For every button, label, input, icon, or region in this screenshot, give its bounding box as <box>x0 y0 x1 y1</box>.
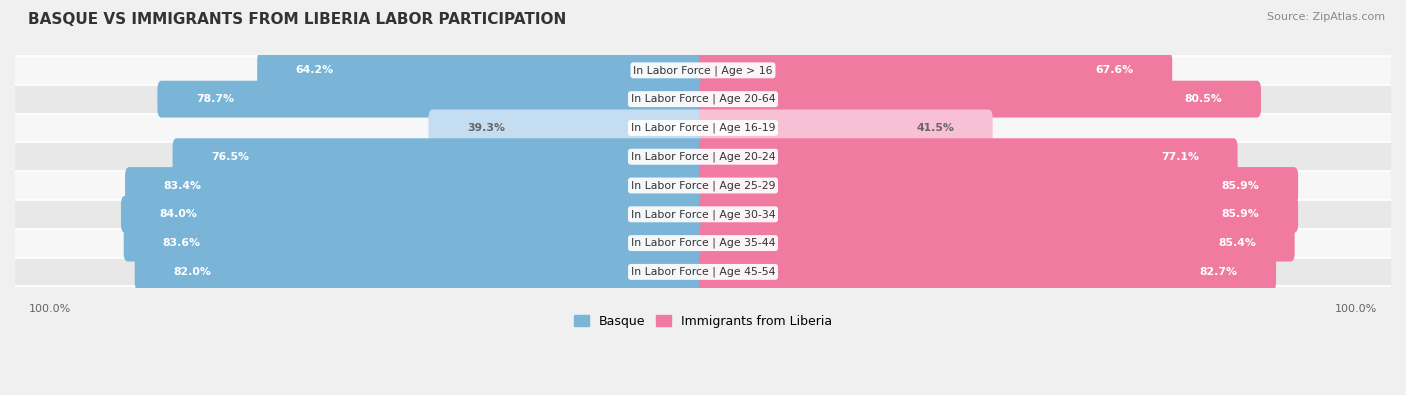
Text: In Labor Force | Age 25-29: In Labor Force | Age 25-29 <box>631 180 775 191</box>
Bar <box>15 142 1391 171</box>
Text: 85.9%: 85.9% <box>1222 209 1260 219</box>
FancyBboxPatch shape <box>125 167 707 204</box>
Text: 67.6%: 67.6% <box>1095 65 1133 75</box>
Text: 85.4%: 85.4% <box>1218 238 1256 248</box>
Text: 39.3%: 39.3% <box>467 123 505 133</box>
Text: 83.4%: 83.4% <box>163 181 201 190</box>
Text: 85.9%: 85.9% <box>1222 181 1260 190</box>
Bar <box>15 171 1391 200</box>
FancyBboxPatch shape <box>429 109 707 147</box>
Bar <box>15 85 1391 113</box>
Text: 80.5%: 80.5% <box>1185 94 1222 104</box>
FancyBboxPatch shape <box>699 109 993 147</box>
Bar <box>15 229 1391 258</box>
Text: Source: ZipAtlas.com: Source: ZipAtlas.com <box>1267 12 1385 22</box>
FancyBboxPatch shape <box>699 52 1173 89</box>
FancyBboxPatch shape <box>257 52 707 89</box>
FancyBboxPatch shape <box>699 254 1277 290</box>
Text: 83.6%: 83.6% <box>162 238 200 248</box>
Bar <box>15 200 1391 229</box>
FancyBboxPatch shape <box>699 81 1261 118</box>
Text: 77.1%: 77.1% <box>1161 152 1199 162</box>
Text: BASQUE VS IMMIGRANTS FROM LIBERIA LABOR PARTICIPATION: BASQUE VS IMMIGRANTS FROM LIBERIA LABOR … <box>28 12 567 27</box>
Text: 78.7%: 78.7% <box>195 94 233 104</box>
Bar <box>15 258 1391 286</box>
FancyBboxPatch shape <box>699 138 1237 175</box>
Text: 41.5%: 41.5% <box>917 123 955 133</box>
FancyBboxPatch shape <box>699 196 1298 233</box>
FancyBboxPatch shape <box>173 138 707 175</box>
Text: In Labor Force | Age 35-44: In Labor Force | Age 35-44 <box>631 238 775 248</box>
Text: In Labor Force | Age > 16: In Labor Force | Age > 16 <box>633 65 773 75</box>
Bar <box>15 56 1391 85</box>
Bar <box>15 113 1391 142</box>
FancyBboxPatch shape <box>699 167 1298 204</box>
Text: 82.0%: 82.0% <box>173 267 211 277</box>
Text: In Labor Force | Age 20-64: In Labor Force | Age 20-64 <box>631 94 775 104</box>
Text: In Labor Force | Age 45-54: In Labor Force | Age 45-54 <box>631 267 775 277</box>
Text: In Labor Force | Age 30-34: In Labor Force | Age 30-34 <box>631 209 775 220</box>
Text: 100.0%: 100.0% <box>1334 304 1378 314</box>
FancyBboxPatch shape <box>157 81 707 118</box>
FancyBboxPatch shape <box>135 254 707 290</box>
Text: 76.5%: 76.5% <box>211 152 249 162</box>
Text: In Labor Force | Age 20-24: In Labor Force | Age 20-24 <box>631 151 775 162</box>
Text: 64.2%: 64.2% <box>295 65 333 75</box>
Text: In Labor Force | Age 16-19: In Labor Force | Age 16-19 <box>631 123 775 133</box>
FancyBboxPatch shape <box>124 225 707 261</box>
Text: 100.0%: 100.0% <box>28 304 72 314</box>
FancyBboxPatch shape <box>121 196 707 233</box>
Text: 84.0%: 84.0% <box>159 209 197 219</box>
Legend: Basque, Immigrants from Liberia: Basque, Immigrants from Liberia <box>569 310 837 333</box>
FancyBboxPatch shape <box>699 225 1295 261</box>
Text: 82.7%: 82.7% <box>1199 267 1237 277</box>
